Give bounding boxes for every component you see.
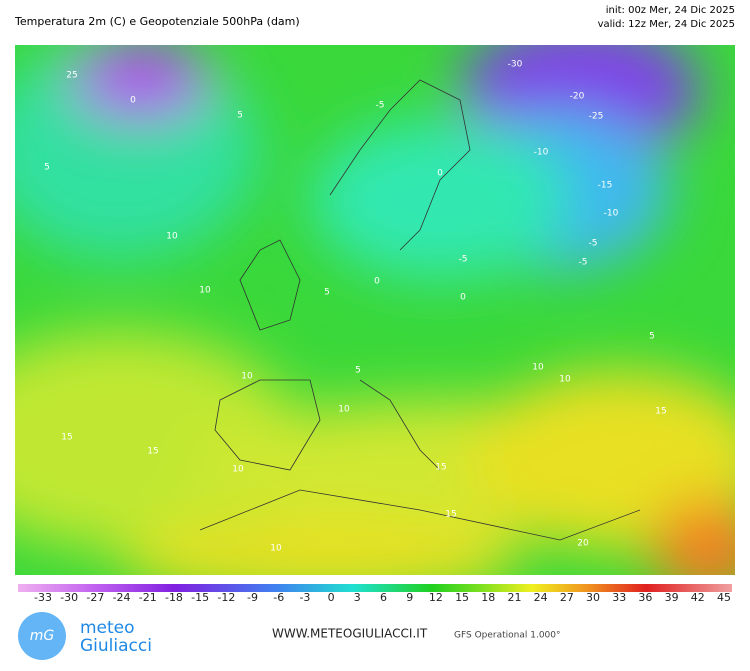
contour-label: -5 xyxy=(589,239,598,249)
colorbar-label: -24 xyxy=(113,591,131,604)
contour-label: -30 xyxy=(508,60,523,70)
colorbar-label: 6 xyxy=(380,591,387,604)
valid-time: valid: 12z Mer, 24 Dic 2025 xyxy=(598,19,735,30)
logo-text: Giuliacci xyxy=(80,636,152,656)
colorbar-label: 9 xyxy=(406,591,413,604)
colorbar-label: 21 xyxy=(507,591,521,604)
colorbar-label: 42 xyxy=(691,591,705,604)
contour-label: 10 xyxy=(270,544,282,554)
colorbar-label: 18 xyxy=(481,591,495,604)
colorbar-label: 39 xyxy=(665,591,679,604)
map: 25 0 -5 5 5 10 10 10 15 15 10 10 5 0 -5 0 5 0 -5 -30 -20 -25 -… xyxy=(15,45,735,575)
contour-label: 10 xyxy=(199,286,211,296)
svg-text:mG: mG xyxy=(30,628,55,644)
colorbar-label: -21 xyxy=(139,591,157,604)
contour-label: 20 xyxy=(577,539,589,549)
colorbar-label: -33 xyxy=(34,591,52,604)
contour-label: 0 xyxy=(374,277,380,287)
contour-label: 0 xyxy=(460,293,466,303)
contour-label: 5 xyxy=(44,163,50,173)
colorbar-label: -3 xyxy=(299,591,310,604)
colorbar-label: 27 xyxy=(560,591,574,604)
contour-label: -25 xyxy=(589,112,604,122)
contour-label: 10 xyxy=(338,405,350,415)
contour-label: 15 xyxy=(445,510,456,520)
contour-label: -5 xyxy=(376,101,385,111)
contour-label: 5 xyxy=(237,111,243,121)
contour-label: -20 xyxy=(570,92,585,102)
logo-text: meteo xyxy=(80,618,135,638)
colorbar-label: 0 xyxy=(328,591,335,604)
contour-label: -10 xyxy=(534,148,549,158)
colorbar-label: -12 xyxy=(217,591,235,604)
contour-label: 5 xyxy=(324,288,330,298)
logo: mG xyxy=(18,612,66,660)
colorbar-label: 33 xyxy=(612,591,626,604)
colorbar-label: 3 xyxy=(354,591,361,604)
colorbar-label: -6 xyxy=(273,591,284,604)
colorbar-label: -18 xyxy=(165,591,183,604)
website: WWW.METEOGIULIACCI.IT xyxy=(272,627,428,641)
contour-label: 15 xyxy=(61,433,72,443)
contour-label: -15 xyxy=(598,181,613,191)
contour-label: 15 xyxy=(655,407,666,417)
contour-label: 15 xyxy=(147,447,158,457)
contour-label: -10 xyxy=(604,209,619,219)
contour-label: 5 xyxy=(649,332,655,342)
contour-label: -5 xyxy=(579,258,588,268)
contour-label: 10 xyxy=(232,465,244,475)
colorbar-label: 12 xyxy=(429,591,443,604)
init-time: init: 00z Mer, 24 Dic 2025 xyxy=(606,5,735,16)
contour-label: -5 xyxy=(459,255,468,265)
colorbar-label: -27 xyxy=(86,591,104,604)
colorbar-label: -15 xyxy=(191,591,209,604)
contour-label: 10 xyxy=(559,375,571,385)
colorbar-label: 36 xyxy=(638,591,652,604)
colorbar-label: 45 xyxy=(717,591,731,604)
colorbar-label: 15 xyxy=(455,591,469,604)
contour-label: 0 xyxy=(437,169,443,179)
colorbar-label: -9 xyxy=(247,591,258,604)
model-name: GFS Operational 1.000° xyxy=(454,631,561,641)
colorbar-label: -30 xyxy=(60,591,78,604)
contour-label: 5 xyxy=(355,366,361,376)
title: Temperatura 2m (C) e Geopotenziale 500hP… xyxy=(14,15,300,28)
colorbar-label: 24 xyxy=(534,591,548,604)
contour-label: 10 xyxy=(166,232,178,242)
colorbar xyxy=(18,584,732,592)
colorbar-label: 30 xyxy=(586,591,600,604)
contour-label: 25 xyxy=(66,71,77,81)
contour-label: 10 xyxy=(241,372,253,382)
contour-label: 0 xyxy=(130,96,136,106)
contour-label: 10 xyxy=(532,363,544,373)
contour-label: 15 xyxy=(435,463,446,473)
